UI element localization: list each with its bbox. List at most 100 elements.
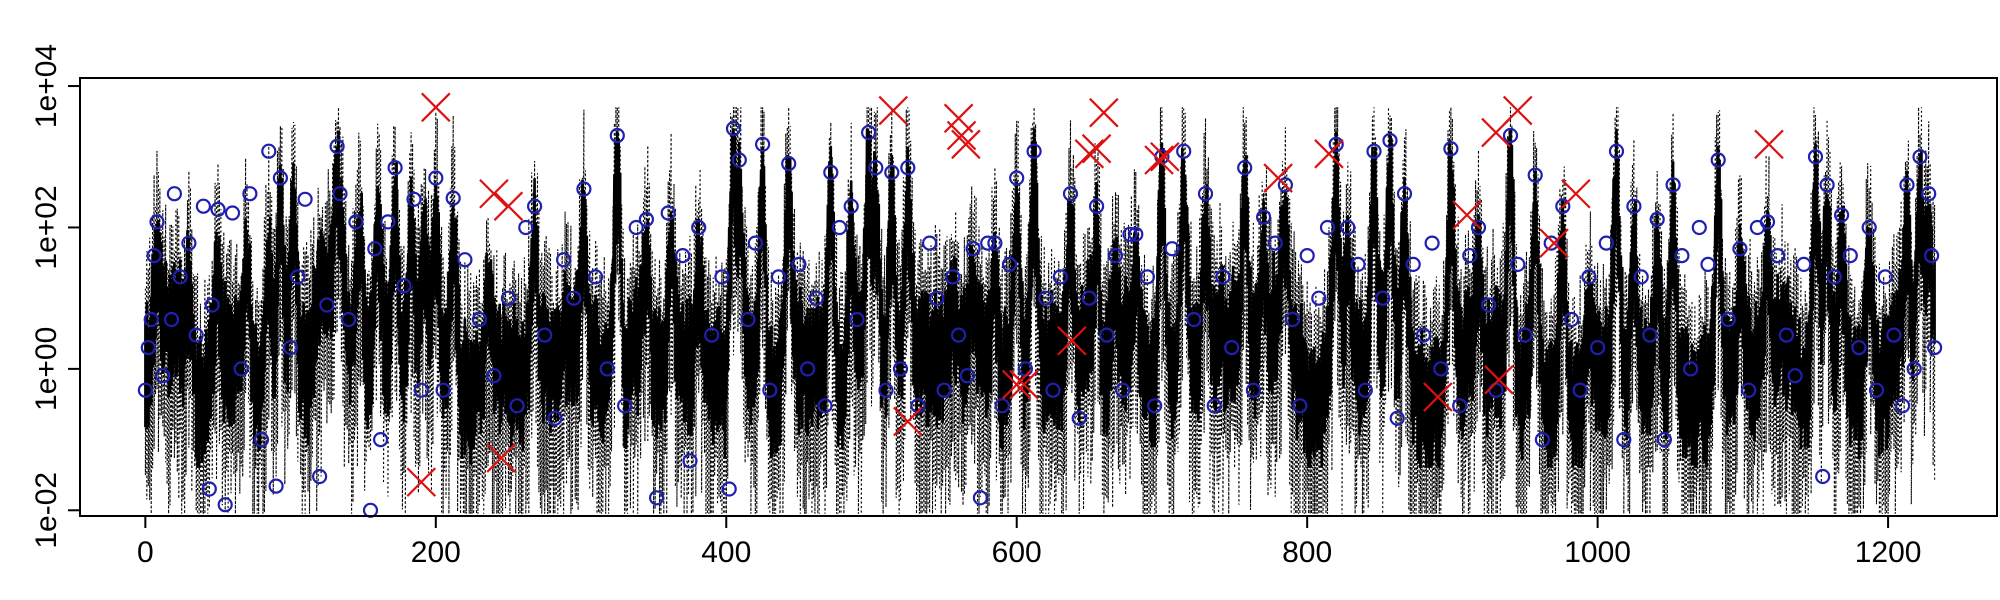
- circle-marker: [1462, 248, 1478, 264]
- circle-marker: [1923, 248, 1940, 264]
- circle-marker: [137, 382, 153, 398]
- circle-marker: [1642, 327, 1658, 343]
- circle-marker: [210, 201, 226, 217]
- circle-marker: [945, 269, 961, 285]
- circle-marker: [1433, 361, 1449, 377]
- circle-marker: [1164, 241, 1180, 257]
- y-tick-label: 1e+00: [30, 327, 63, 411]
- cross-marker-stroke: [1057, 325, 1087, 356]
- circle-marker: [457, 252, 473, 268]
- circle-marker: [155, 368, 171, 384]
- circle-marker: [1555, 198, 1571, 214]
- circle-marker: [791, 256, 807, 272]
- cross-marker: [878, 95, 909, 126]
- circle-marker: [1319, 219, 1336, 236]
- cross-marker: [893, 406, 923, 437]
- circle-marker: [682, 453, 698, 469]
- circle-marker: [1868, 382, 1885, 398]
- circle-marker: [731, 152, 747, 168]
- cross-marker: [493, 191, 524, 221]
- circle-marker: [1045, 382, 1061, 398]
- circle-marker: [1311, 290, 1327, 306]
- circle-marker: [987, 235, 1003, 251]
- circle-marker: [224, 205, 241, 221]
- series-layer: [144, 107, 1936, 514]
- circle-marker: [1099, 327, 1115, 343]
- circle-marker: [1899, 177, 1915, 193]
- circle-marker: [1710, 152, 1726, 168]
- circle-marker: [1608, 143, 1625, 159]
- circle-marker: [1581, 269, 1597, 285]
- circle-marker: [1787, 368, 1803, 384]
- cross-marker: [1057, 325, 1087, 356]
- circle-marker: [929, 290, 945, 306]
- circle-marker: [1277, 177, 1294, 193]
- circle-marker: [1656, 432, 1673, 448]
- circle-marker: [1534, 432, 1551, 448]
- circle-marker: [1267, 235, 1283, 251]
- circle-marker: [435, 382, 451, 398]
- x-tick-label: 400: [701, 536, 751, 569]
- circle-marker: [1815, 468, 1831, 485]
- cross-marker: [946, 120, 977, 151]
- circle-marker: [406, 191, 422, 207]
- circle-marker: [1626, 198, 1642, 214]
- circle-marker: [297, 191, 313, 207]
- circle-marker: [341, 311, 357, 328]
- cross-marker-stroke: [1150, 141, 1180, 172]
- cross-marker: [1754, 129, 1784, 160]
- circle-marker: [587, 269, 604, 285]
- cross-marker: [1561, 178, 1591, 209]
- circle-marker: [1759, 214, 1776, 230]
- cross-marker-stroke: [1009, 369, 1039, 400]
- x-tick-label: 1000: [1564, 536, 1631, 569]
- circle-marker: [860, 124, 877, 141]
- circle-marker: [1851, 340, 1867, 356]
- circle-marker: [348, 214, 364, 230]
- circle-marker: [1633, 269, 1649, 285]
- circle-marker: [471, 311, 487, 328]
- circle-marker: [868, 160, 884, 176]
- cross-marker-stroke: [493, 191, 524, 221]
- circle-marker: [143, 311, 159, 328]
- circle-marker: [900, 160, 916, 176]
- y-tick-label: 1e+04: [30, 44, 63, 128]
- circle-marker: [1115, 382, 1131, 398]
- circle-marker: [319, 297, 335, 313]
- circle-marker: [1921, 186, 1937, 202]
- cross-marker: [1074, 139, 1105, 169]
- circle-marker: [1894, 398, 1911, 414]
- circle-marker: [994, 398, 1010, 414]
- circle-marker: [1807, 149, 1824, 165]
- circle-marker: [217, 497, 233, 513]
- circle-marker: [1396, 186, 1413, 202]
- circle-marker: [799, 361, 816, 377]
- circle-marker: [413, 382, 429, 398]
- circle-marker: [1001, 256, 1018, 272]
- circle-marker: [714, 269, 730, 285]
- cross-marker-stroke: [406, 467, 437, 497]
- circle-marker: [965, 241, 981, 257]
- circle-marker: [725, 121, 742, 137]
- cross-marker-stroke: [943, 103, 974, 134]
- cross-marker: [1144, 145, 1174, 175]
- circle-marker: [1682, 361, 1699, 377]
- circle-marker: [1589, 340, 1606, 356]
- circle-marker: [675, 248, 691, 264]
- circle-marker: [878, 382, 894, 398]
- circle-marker: [242, 186, 258, 202]
- circle-marker: [1382, 132, 1398, 149]
- circle-marker: [1563, 311, 1580, 328]
- y-tick-label: 1e-02: [30, 472, 63, 549]
- circle-marker: [149, 214, 165, 230]
- circle-marker: [823, 164, 839, 180]
- circle-marker: [831, 219, 848, 236]
- circle-marker: [396, 278, 412, 294]
- circle-marker: [500, 290, 516, 306]
- cross-marker-stroke: [1081, 133, 1112, 164]
- circle-marker: [1861, 219, 1877, 236]
- circle-marker: [1147, 398, 1163, 414]
- circle-marker: [1237, 160, 1253, 176]
- cross-marker-stroke: [1754, 129, 1784, 160]
